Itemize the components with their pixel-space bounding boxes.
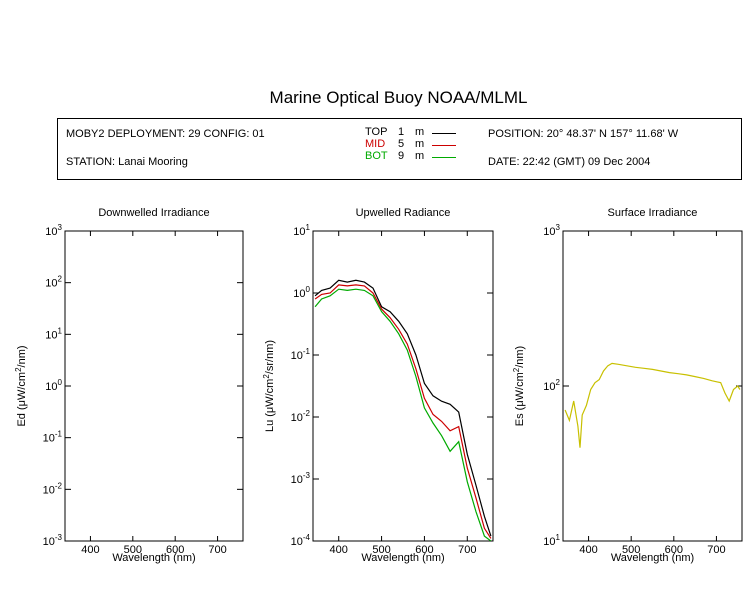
page-title: Marine Optical Buoy NOAA/MLML bbox=[269, 88, 528, 107]
legend-top-name: TOP bbox=[365, 126, 388, 138]
y-axis-label: Lu (μW/cm2/sr/nm) bbox=[262, 340, 276, 432]
x-tick-label: 700 bbox=[707, 544, 725, 556]
legend-bot-name: BOT bbox=[365, 150, 388, 162]
series-line-bot bbox=[314, 288, 492, 541]
y-tick-label: 100 bbox=[45, 378, 62, 393]
x-tick-label: 600 bbox=[665, 544, 683, 556]
x-axis-label: Wavelength (nm) bbox=[611, 552, 694, 564]
y-tick-label: 101 bbox=[45, 326, 62, 341]
info-box: MOBY2 DEPLOYMENT: 29 CONFIG: 01 STATION:… bbox=[57, 118, 742, 180]
x-tick-label: 500 bbox=[372, 544, 390, 556]
legend-mid-line bbox=[432, 145, 456, 146]
series-line-es bbox=[564, 362, 741, 448]
x-tick-label: 500 bbox=[124, 544, 142, 556]
plot-frame bbox=[312, 230, 494, 542]
legend-bot-unit: m bbox=[415, 150, 425, 162]
x-axis-label: Wavelength (nm) bbox=[361, 552, 444, 564]
chart-panel-0: Downwelled Irradiance 400 500 600 700 Wavelen… bbox=[14, 207, 244, 564]
y-tick-label: 10-4 bbox=[291, 533, 311, 548]
y-tick-label: 101 bbox=[543, 533, 560, 548]
legend-top-line bbox=[432, 133, 456, 134]
y-tick-label: 10-2 bbox=[291, 409, 311, 424]
y-tick-label: 10-3 bbox=[291, 471, 311, 486]
legend-bot-depth: 9 bbox=[398, 150, 405, 162]
y-tick-label: 100 bbox=[293, 285, 310, 300]
x-axis-label: Wavelength (nm) bbox=[112, 552, 195, 564]
y-axis-label: Es (μW/cm2/nm) bbox=[512, 346, 526, 426]
legend-top-unit: m bbox=[415, 126, 425, 138]
series-line-mid bbox=[314, 284, 492, 539]
x-tick-label: 700 bbox=[208, 544, 226, 556]
x-tick-label: 500 bbox=[622, 544, 640, 556]
legend-bot-line bbox=[432, 157, 456, 158]
date-text: DATE: 22:42 (GMT) 09 Dec 2004 bbox=[488, 156, 651, 168]
legend-mid-name: MID bbox=[365, 138, 386, 150]
x-tick-label: 600 bbox=[166, 544, 184, 556]
plot-frame bbox=[64, 230, 244, 542]
x-tick-label: 400 bbox=[81, 544, 99, 556]
chart-title: Upwelled Radiance bbox=[356, 207, 451, 219]
deployment-text: MOBY2 DEPLOYMENT: 29 CONFIG: 01 bbox=[66, 128, 265, 140]
chart-title: Downwelled Irradiance bbox=[98, 207, 209, 219]
y-tick-label: 10-1 bbox=[291, 347, 311, 362]
y-tick-label: 10-2 bbox=[43, 481, 63, 496]
legend-top-depth: 1 bbox=[398, 126, 405, 138]
position-text: POSITION: 20° 48.37' N 157° 11.68' W bbox=[488, 128, 679, 140]
y-tick-label: 102 bbox=[543, 378, 560, 393]
plot-frame bbox=[562, 230, 743, 542]
y-tick-label: 10-1 bbox=[43, 430, 63, 445]
legend-mid-depth: 5 bbox=[398, 138, 405, 150]
station-text: STATION: Lanai Mooring bbox=[66, 156, 188, 168]
y-axis-label: Ed (μW/cm2/nm) bbox=[14, 345, 28, 426]
y-tick-label: 103 bbox=[543, 223, 560, 238]
y-tick-label: 102 bbox=[45, 275, 62, 290]
series-line-top bbox=[314, 279, 492, 537]
y-tick-label: 10-3 bbox=[43, 533, 63, 548]
x-tick-label: 600 bbox=[415, 544, 433, 556]
x-tick-label: 700 bbox=[458, 544, 476, 556]
chart-title: Surface Irradiance bbox=[608, 207, 698, 219]
y-tick-label: 101 bbox=[293, 223, 310, 238]
x-tick-label: 400 bbox=[330, 544, 348, 556]
x-tick-label: 400 bbox=[579, 544, 597, 556]
chart-panel-1: Upwelled Radiance 400 500 600 700 Wavelength … bbox=[262, 207, 494, 564]
legend-mid-unit: m bbox=[415, 138, 425, 150]
chart-panel-2: Surface Irradiance 400 500 600 700 Wavelength… bbox=[512, 207, 743, 564]
y-tick-label: 103 bbox=[45, 223, 62, 238]
